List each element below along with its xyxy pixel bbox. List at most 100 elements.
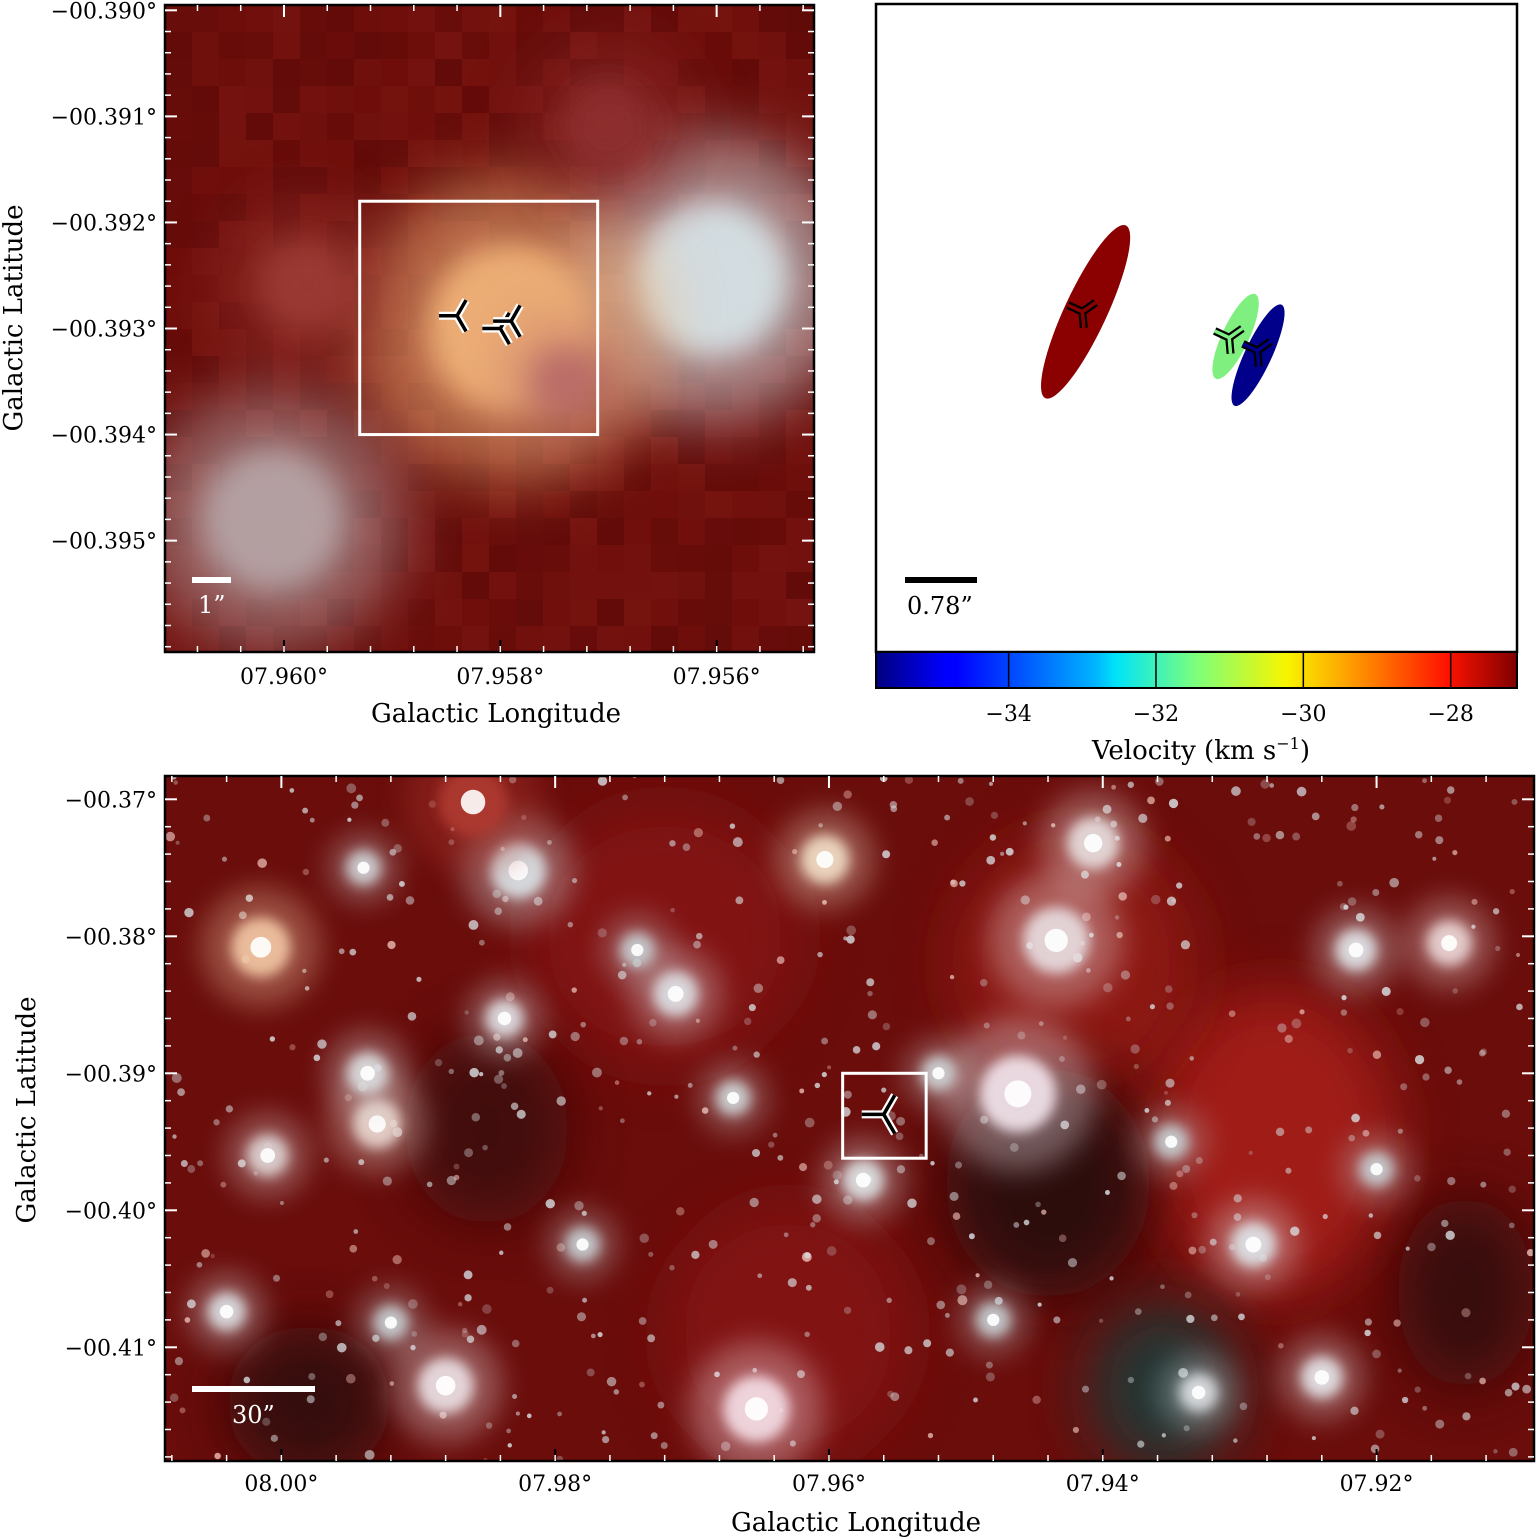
field-star [619, 1118, 625, 1124]
pixel [651, 32, 678, 59]
pixel [570, 5, 597, 32]
pixel [759, 113, 786, 140]
field-star [1235, 1292, 1241, 1297]
pixel [462, 545, 489, 572]
field-star [1111, 784, 1117, 790]
field-star [302, 807, 309, 814]
field-star [457, 1301, 463, 1307]
field-star [1471, 898, 1478, 905]
field-star [356, 794, 363, 802]
field-star [214, 1452, 221, 1460]
pixel [246, 140, 273, 167]
field-star [1396, 1008, 1404, 1016]
pixel [786, 410, 813, 437]
field-star [1109, 1276, 1114, 1281]
pixel [192, 32, 219, 59]
pixel [408, 545, 435, 572]
pixel [273, 86, 300, 113]
field-star [927, 1237, 935, 1246]
bright-star [1160, 1353, 1238, 1432]
field-star [1492, 908, 1500, 915]
field-star [479, 1072, 484, 1077]
field-star [957, 777, 964, 784]
pixel [435, 59, 462, 86]
pixel [192, 275, 219, 302]
field-star [812, 1194, 822, 1204]
field-star [1248, 1150, 1253, 1155]
field-star [1405, 1246, 1410, 1251]
field-star [482, 1304, 492, 1314]
pixel [813, 194, 814, 221]
field-star [1164, 835, 1171, 842]
pixel [327, 140, 354, 167]
pixel [435, 113, 462, 140]
pixel [408, 140, 435, 167]
field-star [325, 1290, 334, 1299]
field-star [512, 1393, 518, 1399]
field-star [383, 1283, 390, 1290]
field-star [708, 1239, 718, 1249]
field-star [945, 1348, 954, 1357]
panel-velocity-markers [1066, 299, 1273, 368]
pixel [192, 356, 219, 383]
y-tick-label: −00.390° [51, 0, 157, 24]
field-star [398, 880, 405, 887]
field-star [676, 1207, 685, 1216]
field-star [639, 1233, 650, 1244]
pixel [273, 167, 300, 194]
field-star [882, 850, 891, 859]
field-star [1461, 1308, 1471, 1318]
field-star [1189, 1056, 1195, 1061]
source [505, 322, 625, 442]
field-star [944, 814, 951, 821]
pixel [327, 32, 354, 59]
pixel [705, 32, 732, 59]
field-star [345, 1373, 356, 1384]
field-star [1432, 856, 1437, 861]
pixel [624, 5, 651, 32]
pixel [705, 518, 732, 545]
pixel [192, 221, 219, 248]
pixel [678, 626, 705, 653]
bright-star [225, 1113, 310, 1198]
panel-zoom-ticks: 07.960° 07.958° 07.956° −00.390° −00.391° −00… [51, 0, 814, 690]
field-star [852, 1046, 861, 1054]
pixel [354, 140, 381, 167]
field-star [1375, 1429, 1385, 1439]
field-star [904, 776, 914, 785]
field-star [748, 1004, 756, 1012]
field-star [426, 1181, 433, 1188]
x-tick-label: 07.98° [518, 1472, 592, 1497]
field-star [210, 1253, 215, 1259]
bright-star [1403, 897, 1495, 989]
field-star [1526, 1248, 1534, 1257]
field-star [886, 1297, 892, 1304]
field-star [453, 1163, 460, 1170]
field-star [526, 1413, 532, 1419]
pixel [813, 383, 814, 410]
field-star [1337, 880, 1343, 887]
field-star [1414, 830, 1423, 839]
field-star [749, 1197, 759, 1208]
field-star [471, 1112, 481, 1122]
field-star [1160, 1284, 1165, 1290]
pixel [462, 86, 489, 113]
field-star [821, 1071, 827, 1078]
field-star [1000, 851, 1005, 856]
x-tick-label: 07.960° [240, 665, 328, 690]
x-tick-label: 07.956° [673, 665, 761, 690]
field-star [405, 896, 415, 905]
field-star [1501, 1109, 1511, 1118]
pixel [381, 59, 408, 86]
field-star [173, 780, 178, 785]
field-star [1379, 804, 1385, 810]
pixel [246, 32, 273, 59]
field-star [598, 1106, 603, 1111]
field-star [1231, 786, 1241, 796]
field-star [1233, 1194, 1242, 1203]
field-star [597, 928, 607, 938]
field-star [225, 1105, 233, 1113]
field-star [1480, 1181, 1487, 1188]
field-star [1372, 888, 1380, 897]
field-star [349, 1244, 358, 1253]
